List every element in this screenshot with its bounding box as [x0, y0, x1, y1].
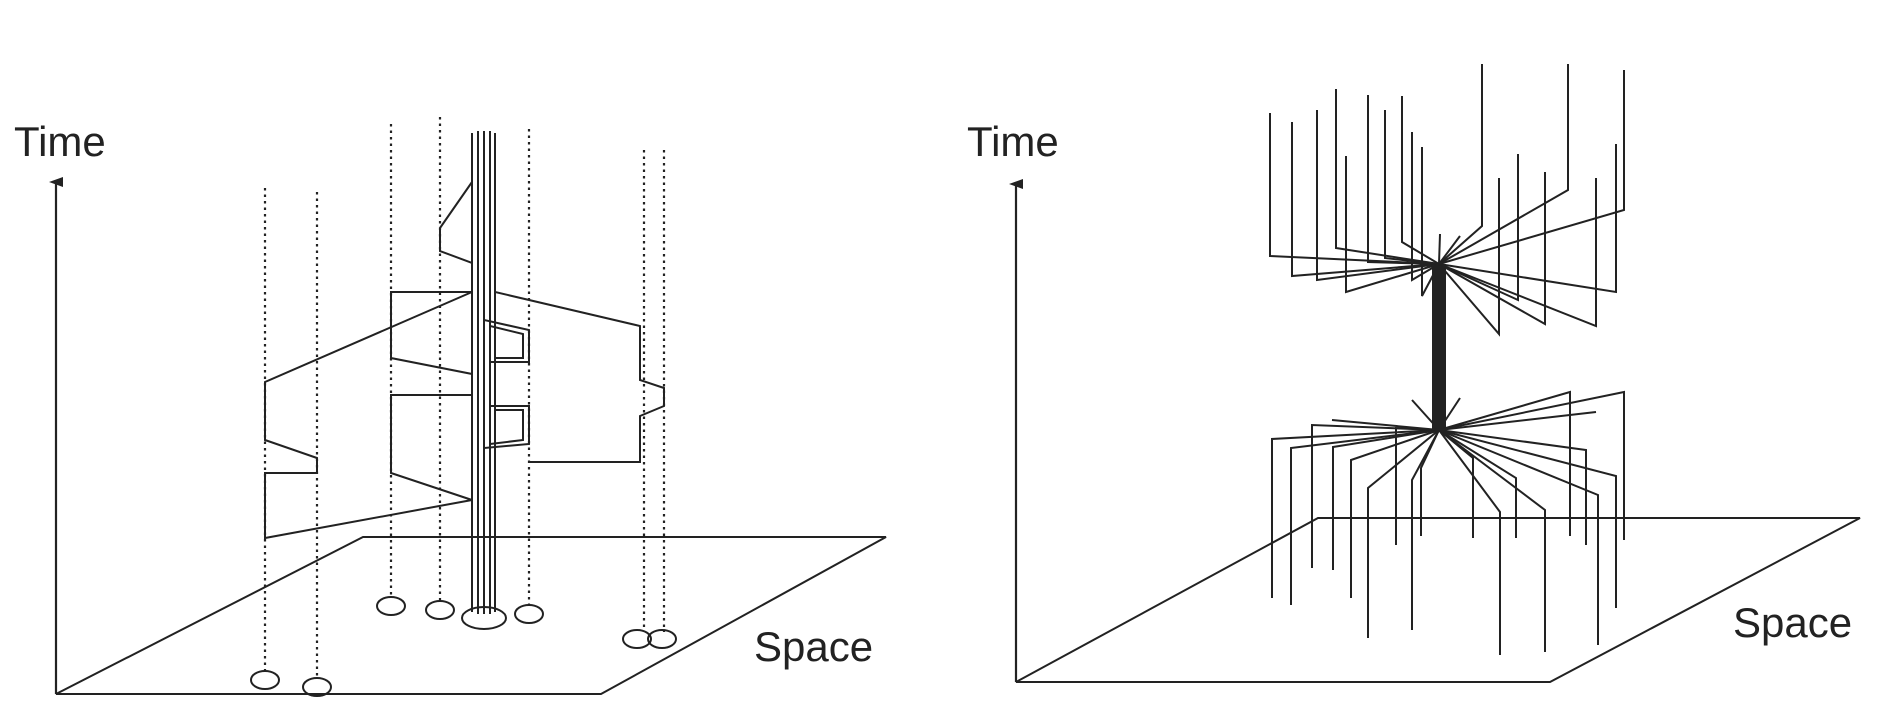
location-rings — [250, 596, 677, 697]
space-plane — [1015, 517, 1861, 683]
wandering-trajectory — [483, 176, 530, 612]
location-ring — [376, 596, 406, 616]
location-ring — [647, 629, 677, 649]
space-axis-label: Space — [1733, 599, 1852, 646]
location-ring — [461, 606, 507, 630]
location-ring — [622, 629, 652, 649]
location-ring — [425, 600, 455, 620]
location-ring — [514, 604, 544, 624]
wandering-trajectory — [489, 176, 524, 445]
stationary-trajectories — [263, 117, 666, 679]
left-diagram: Time Space — [14, 117, 887, 697]
time-axis-label: Time — [14, 118, 106, 165]
right-diagram: Time Space — [967, 64, 1861, 683]
time-axis-label: Time — [967, 118, 1059, 165]
lower-fan-trajectories — [1271, 390, 1625, 655]
upper-fan-trajectories — [1269, 64, 1625, 337]
wandering-trajectory — [264, 181, 473, 540]
right-diagram-panel: Time Space — [950, 0, 1894, 714]
space-axis-label: Space — [754, 623, 873, 670]
location-ring — [302, 677, 332, 697]
wandering-trajectories — [264, 176, 665, 612]
location-ring — [250, 670, 280, 690]
left-diagram-panel: Time Space — [0, 0, 940, 714]
wandering-trajectory — [494, 176, 665, 463]
space-plane — [55, 536, 887, 695]
